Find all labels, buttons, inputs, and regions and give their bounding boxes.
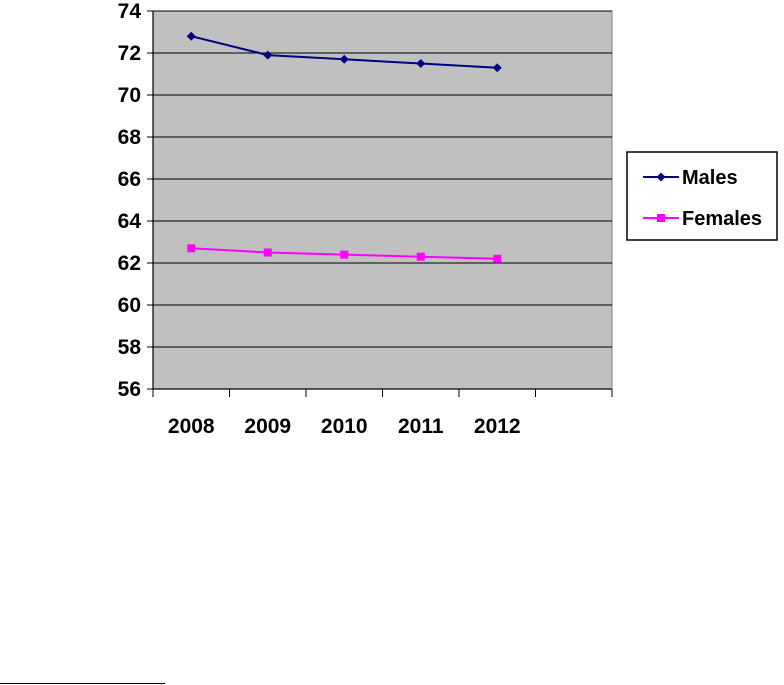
y-tick-label: 62	[118, 252, 141, 275]
males-data-point	[339, 54, 349, 64]
y-tick-label: 60	[118, 294, 141, 317]
y-tick-label: 64	[118, 210, 142, 233]
plot-area	[152, 10, 613, 390]
females-legend-label: Females	[682, 208, 762, 230]
legend-box	[626, 151, 778, 241]
y-tick-label: 66	[118, 168, 141, 191]
series-lines	[186, 31, 502, 263]
y-tick-label: 72	[118, 42, 141, 65]
axes	[147, 10, 613, 397]
x-tick-label: 2012	[474, 415, 521, 438]
x-tick-label: 2010	[321, 415, 368, 438]
footnote-rule	[0, 683, 165, 684]
females-data-point	[263, 248, 272, 257]
females-data-point	[416, 252, 425, 261]
males-data-point	[492, 63, 502, 73]
x-tick-label: 2008	[168, 415, 215, 438]
y-tick-label: 68	[118, 126, 142, 149]
males-data-point	[416, 59, 426, 68]
x-tick-label: 2009	[244, 415, 291, 438]
legend: Males Females	[626, 151, 778, 241]
females-data-point	[340, 250, 349, 259]
gridlines	[153, 10, 612, 348]
y-tick-label: 70	[118, 84, 141, 107]
tick-labels: 56 58 60 62 64 66 68 70 72 74 2008 2009 2010 2011 2012	[118, 0, 521, 438]
females-data-point	[493, 254, 502, 263]
y-tick-label: 74	[118, 0, 142, 23]
males-legend-label: Males	[682, 167, 738, 189]
y-tick-label: 56	[118, 378, 141, 401]
females-data-point	[187, 244, 196, 253]
males-data-point	[186, 31, 196, 41]
females-legend-marker	[657, 214, 665, 222]
y-tick-label: 58	[118, 336, 142, 359]
males-legend-marker	[656, 172, 666, 182]
males-data-point	[263, 50, 273, 60]
x-tick-label: 2011	[398, 415, 444, 438]
